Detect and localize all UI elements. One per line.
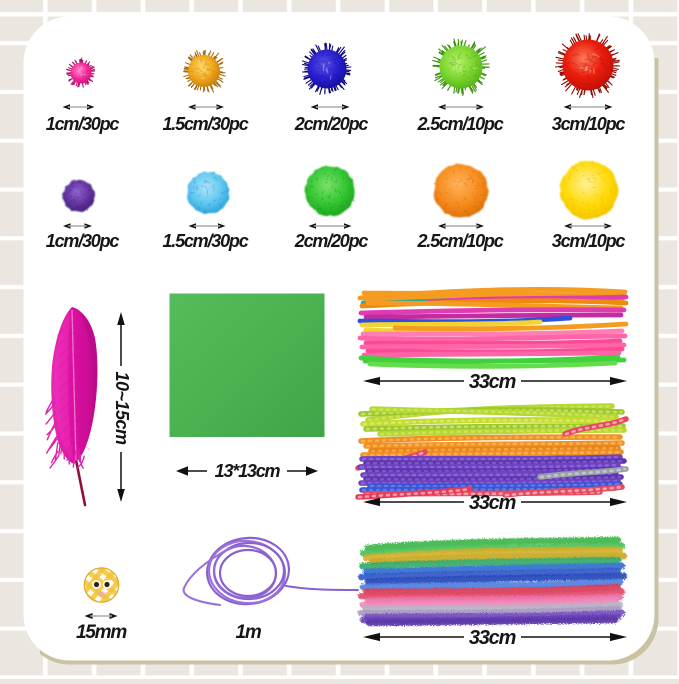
svg-text:33cm: 33cm (469, 627, 516, 649)
svg-text:10~15cm: 10~15cm (112, 371, 132, 445)
svg-text:2.5cm/10pc: 2.5cm/10pc (416, 231, 503, 251)
svg-text:1cm/30pc: 1cm/30pc (46, 114, 120, 134)
svg-text:1m: 1m (235, 622, 261, 643)
svg-text:13*13cm: 13*13cm (215, 461, 281, 481)
svg-text:33cm: 33cm (469, 492, 516, 514)
svg-text:1.5cm/30pc: 1.5cm/30pc (162, 231, 248, 251)
svg-text:3cm/10pc: 3cm/10pc (552, 114, 626, 134)
svg-text:2cm/20pc: 2cm/20pc (294, 231, 369, 251)
svg-text:2cm/20pc: 2cm/20pc (294, 114, 369, 134)
svg-text:15mm: 15mm (76, 622, 127, 643)
svg-text:1cm/30pc: 1cm/30pc (46, 231, 120, 251)
svg-text:1.5cm/30pc: 1.5cm/30pc (162, 114, 248, 134)
svg-text:3cm/10pc: 3cm/10pc (552, 231, 626, 251)
svg-text:2.5cm/10pc: 2.5cm/10pc (416, 114, 503, 134)
svg-text:33cm: 33cm (469, 371, 516, 393)
